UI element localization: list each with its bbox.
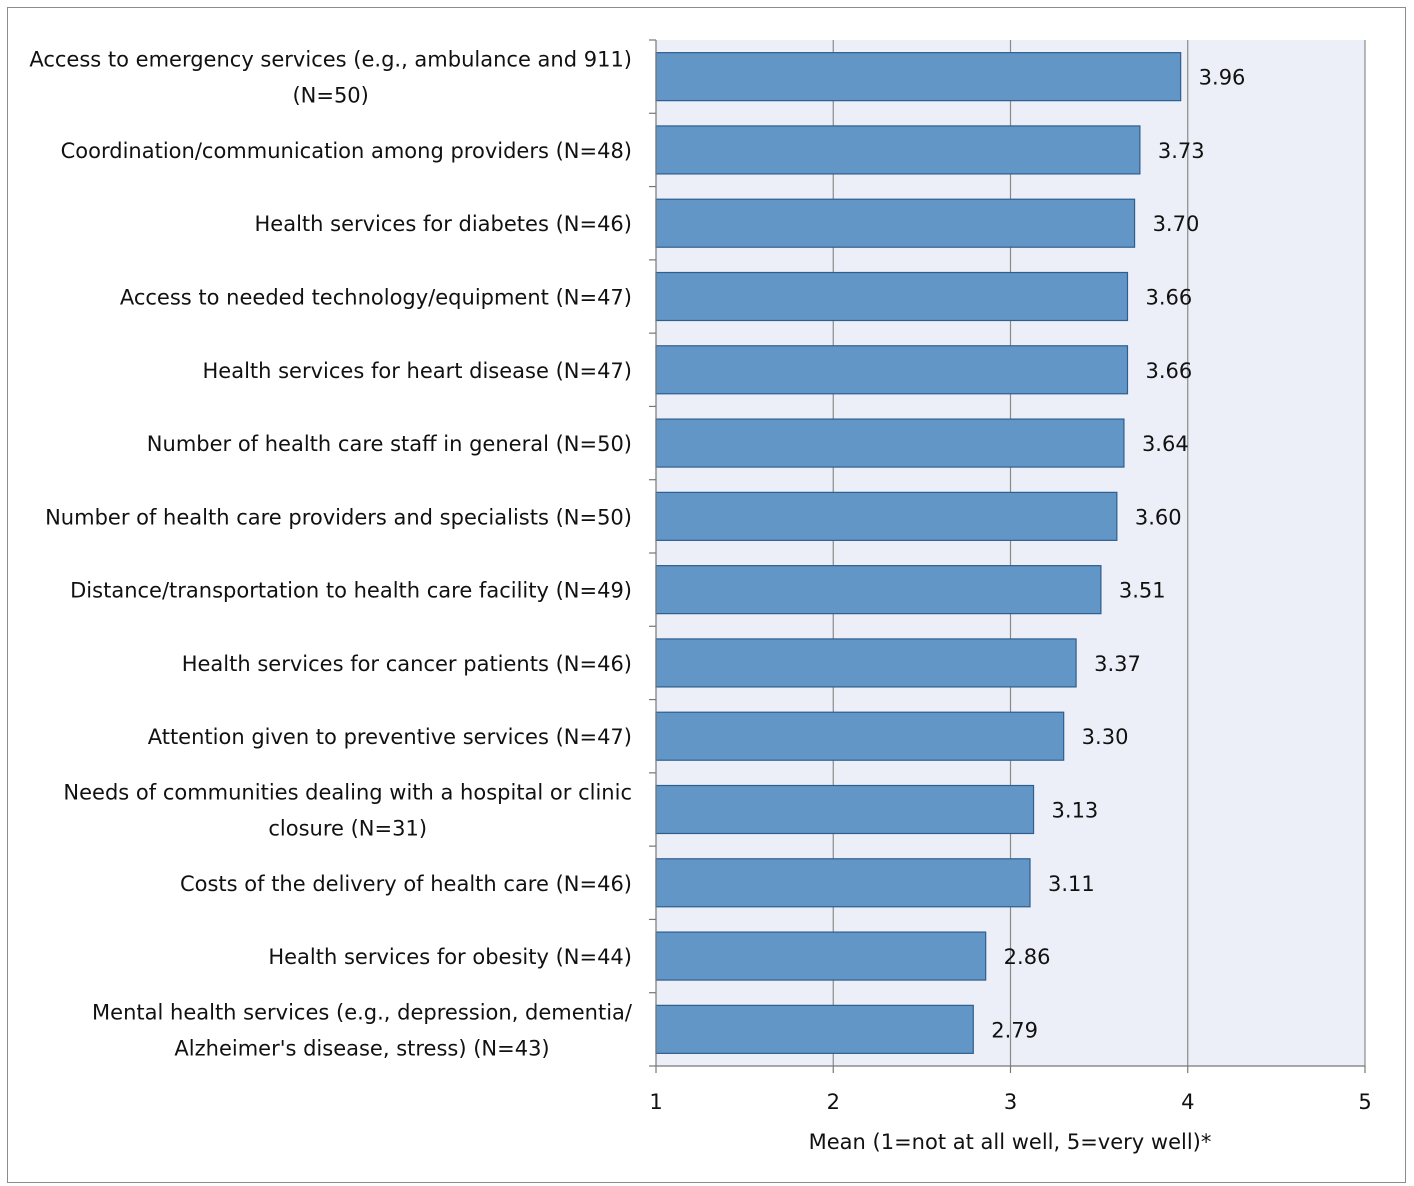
bar bbox=[655, 418, 1125, 468]
category-label: Coordination/communication among provide… bbox=[61, 139, 632, 163]
category-label: Needs of communities dealing with a hosp… bbox=[63, 781, 632, 805]
category-label: Health services for cancer patients (N=4… bbox=[182, 652, 632, 676]
x-tick-label: 1 bbox=[649, 1090, 662, 1114]
data-label: 2.79 bbox=[991, 1018, 1038, 1042]
bar bbox=[655, 711, 1065, 761]
category-label: Health services for diabetes (N=46) bbox=[255, 212, 633, 236]
bar bbox=[655, 125, 1141, 175]
category-label: Access to emergency services (e.g., ambu… bbox=[29, 48, 632, 72]
data-label: 3.66 bbox=[1145, 286, 1192, 310]
value-labels: 3.96 3.73 3.70 3.66 3.66 3.64 3.60 3.51 3.37 3.30… bbox=[991, 66, 1245, 1043]
category-label: Mental health services (e.g., depression… bbox=[92, 1000, 633, 1024]
x-tick-label: 2 bbox=[827, 1090, 840, 1114]
bar bbox=[655, 931, 987, 981]
data-label: 3.66 bbox=[1145, 359, 1192, 383]
x-tick-label: 3 bbox=[1004, 1090, 1017, 1114]
bar bbox=[655, 52, 1182, 102]
bar bbox=[655, 491, 1118, 541]
data-label: 2.86 bbox=[1004, 945, 1051, 969]
x-axis-ticks: 1 2 3 4 5 bbox=[649, 1066, 1372, 1114]
data-label: 3.96 bbox=[1199, 66, 1246, 90]
category-label: Attention given to preventive services (… bbox=[148, 725, 632, 749]
bar bbox=[655, 271, 1129, 322]
data-label: 3.30 bbox=[1082, 725, 1129, 749]
data-label: 3.64 bbox=[1142, 432, 1189, 456]
category-label: Number of health care staff in general (… bbox=[147, 432, 632, 456]
category-label: Access to needed technology/equipment (N… bbox=[120, 286, 632, 310]
category-label: Number of health care providers and spec… bbox=[45, 505, 632, 529]
category-label: Health services for obesity (N=44) bbox=[268, 945, 632, 969]
bar bbox=[655, 198, 1136, 248]
data-label: 3.37 bbox=[1094, 652, 1141, 676]
category-label: closure (N=31) bbox=[268, 817, 427, 841]
y-axis-ticks bbox=[649, 39, 656, 1067]
data-label: 3.73 bbox=[1158, 139, 1205, 163]
x-tick-label: 4 bbox=[1181, 1090, 1194, 1114]
category-labels: Access to emergency services (e.g., ambu… bbox=[29, 48, 633, 1061]
category-label: Health services for heart disease (N=47) bbox=[202, 359, 632, 383]
data-label: 3.70 bbox=[1153, 212, 1200, 236]
data-label: 3.60 bbox=[1135, 505, 1182, 529]
bars bbox=[655, 52, 1182, 1054]
data-label: 3.51 bbox=[1119, 579, 1166, 603]
bar bbox=[655, 784, 1035, 835]
category-label: Costs of the delivery of health care (N=… bbox=[180, 872, 632, 896]
data-label: 3.11 bbox=[1048, 872, 1095, 896]
x-axis-title: Mean (1=not at all well, 5=very well)* bbox=[809, 1130, 1212, 1154]
category-label: (N=50) bbox=[292, 84, 368, 108]
category-label: Distance/transportation to health care f… bbox=[70, 579, 632, 603]
bar bbox=[655, 565, 1102, 615]
bar bbox=[655, 858, 1031, 908]
bar bbox=[655, 638, 1077, 688]
bar bbox=[655, 345, 1129, 395]
bar bbox=[655, 1004, 974, 1054]
category-label: Alzheimer's disease, stress) (N=43) bbox=[174, 1036, 549, 1060]
data-label: 3.13 bbox=[1052, 799, 1099, 823]
x-tick-label: 5 bbox=[1358, 1090, 1371, 1114]
